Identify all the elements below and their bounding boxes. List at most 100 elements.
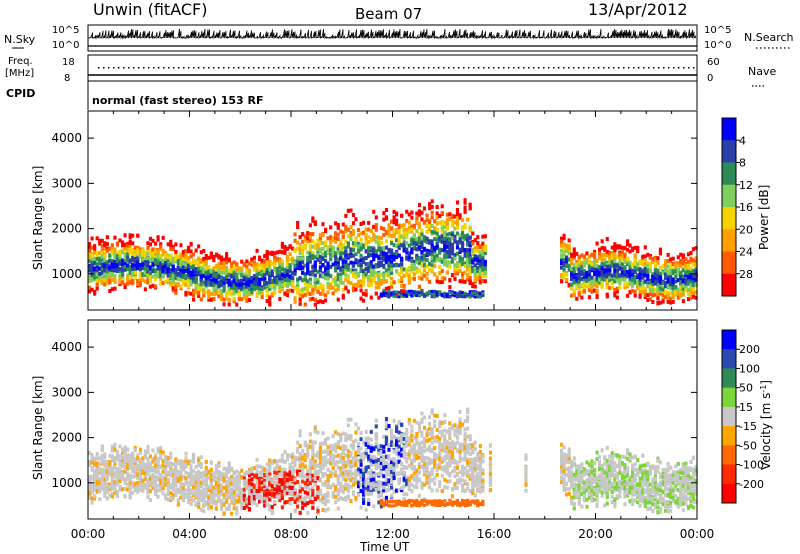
power-cell — [575, 260, 579, 265]
power-cell — [214, 291, 219, 296]
power-cell — [166, 255, 170, 260]
power-cell — [121, 240, 125, 245]
power-cell — [268, 263, 272, 268]
power-cell — [354, 260, 358, 265]
power-cell — [280, 250, 284, 255]
power-cell — [105, 266, 109, 271]
power-cell — [422, 247, 427, 252]
freq-label: Freq. — [8, 56, 33, 67]
nave-tick-bottom: 0 — [707, 73, 713, 84]
nave-label: Nave — [748, 65, 776, 78]
power-cell — [354, 275, 358, 279]
power-cell — [387, 223, 391, 228]
power-cell — [377, 241, 381, 246]
power-cell — [273, 284, 277, 289]
power-cell — [681, 299, 685, 304]
power-cell — [285, 246, 290, 251]
freq-dot — [108, 67, 110, 69]
power-cell — [176, 267, 180, 271]
power-cell — [184, 276, 188, 281]
power-cell — [194, 270, 198, 275]
power-cell — [395, 251, 399, 256]
freq-dot — [188, 67, 190, 69]
power-cell — [326, 268, 330, 273]
power-cell — [468, 228, 472, 233]
power-cell — [359, 231, 363, 236]
power-cell — [113, 235, 117, 240]
power-cell — [189, 282, 193, 287]
power-cell — [169, 269, 173, 274]
power-cell — [392, 280, 396, 285]
power-cell — [275, 250, 279, 255]
velocity-cell — [123, 494, 127, 499]
power-cell — [438, 271, 442, 276]
power-cell — [268, 284, 272, 289]
power-cell — [651, 300, 655, 304]
power-cell — [143, 287, 147, 292]
power-cell — [98, 276, 102, 280]
power-cell — [88, 248, 92, 253]
power-cell — [400, 257, 404, 262]
power-cell — [329, 257, 333, 262]
power-cell — [390, 261, 394, 266]
power-cell — [164, 260, 168, 265]
power-cell — [565, 248, 569, 253]
power-cell — [146, 267, 150, 271]
power-cell — [671, 299, 675, 304]
power-cell — [341, 287, 345, 292]
power-cell — [405, 209, 409, 214]
power-cell — [349, 236, 353, 241]
power-cell — [374, 281, 378, 285]
power-cell — [217, 261, 221, 266]
power-cell — [306, 286, 310, 291]
power-cell — [308, 277, 312, 282]
power-cell — [648, 268, 652, 273]
power-cell — [278, 281, 282, 286]
power-cell — [232, 265, 236, 270]
power-cell — [219, 255, 224, 260]
power-cell — [192, 258, 196, 263]
power-cell — [405, 218, 409, 223]
power-cell — [227, 287, 231, 292]
power-cell — [263, 272, 267, 277]
power-cell — [405, 272, 409, 277]
power-cell — [463, 205, 467, 210]
freq-dot — [658, 67, 660, 69]
power-cell — [311, 264, 315, 269]
power-cell — [169, 253, 173, 258]
power-cell — [346, 267, 350, 272]
power-cell — [324, 267, 328, 272]
power-cell — [156, 263, 160, 268]
freq-dot — [323, 67, 325, 69]
power-cell — [377, 281, 381, 286]
power-cell — [136, 279, 140, 284]
power-cell — [303, 281, 307, 286]
power-cell — [455, 271, 460, 276]
power-cell — [334, 253, 338, 258]
velocity-cell — [138, 447, 142, 452]
power-cell — [341, 270, 345, 275]
power-cell — [425, 264, 429, 269]
power-cell — [331, 236, 335, 241]
power-cell — [121, 243, 125, 248]
power-cell — [202, 256, 206, 261]
power-cell — [232, 299, 236, 304]
power-cell — [565, 244, 569, 249]
power-cell — [339, 251, 343, 256]
power-cell — [100, 238, 104, 243]
power-cell — [326, 272, 330, 277]
freq-dot — [373, 67, 375, 69]
power-cell — [400, 279, 404, 284]
power-cell — [321, 233, 325, 237]
freq-dot — [433, 67, 435, 69]
power-cell — [478, 269, 482, 274]
freq-dot — [418, 67, 420, 69]
power-cell — [187, 284, 191, 289]
power-cell — [483, 266, 487, 271]
power-cell — [232, 284, 236, 289]
power-cell — [184, 249, 188, 253]
power-cell — [458, 250, 462, 254]
power-cell — [110, 259, 114, 264]
power-cell — [415, 229, 419, 234]
power-cell — [225, 270, 229, 275]
